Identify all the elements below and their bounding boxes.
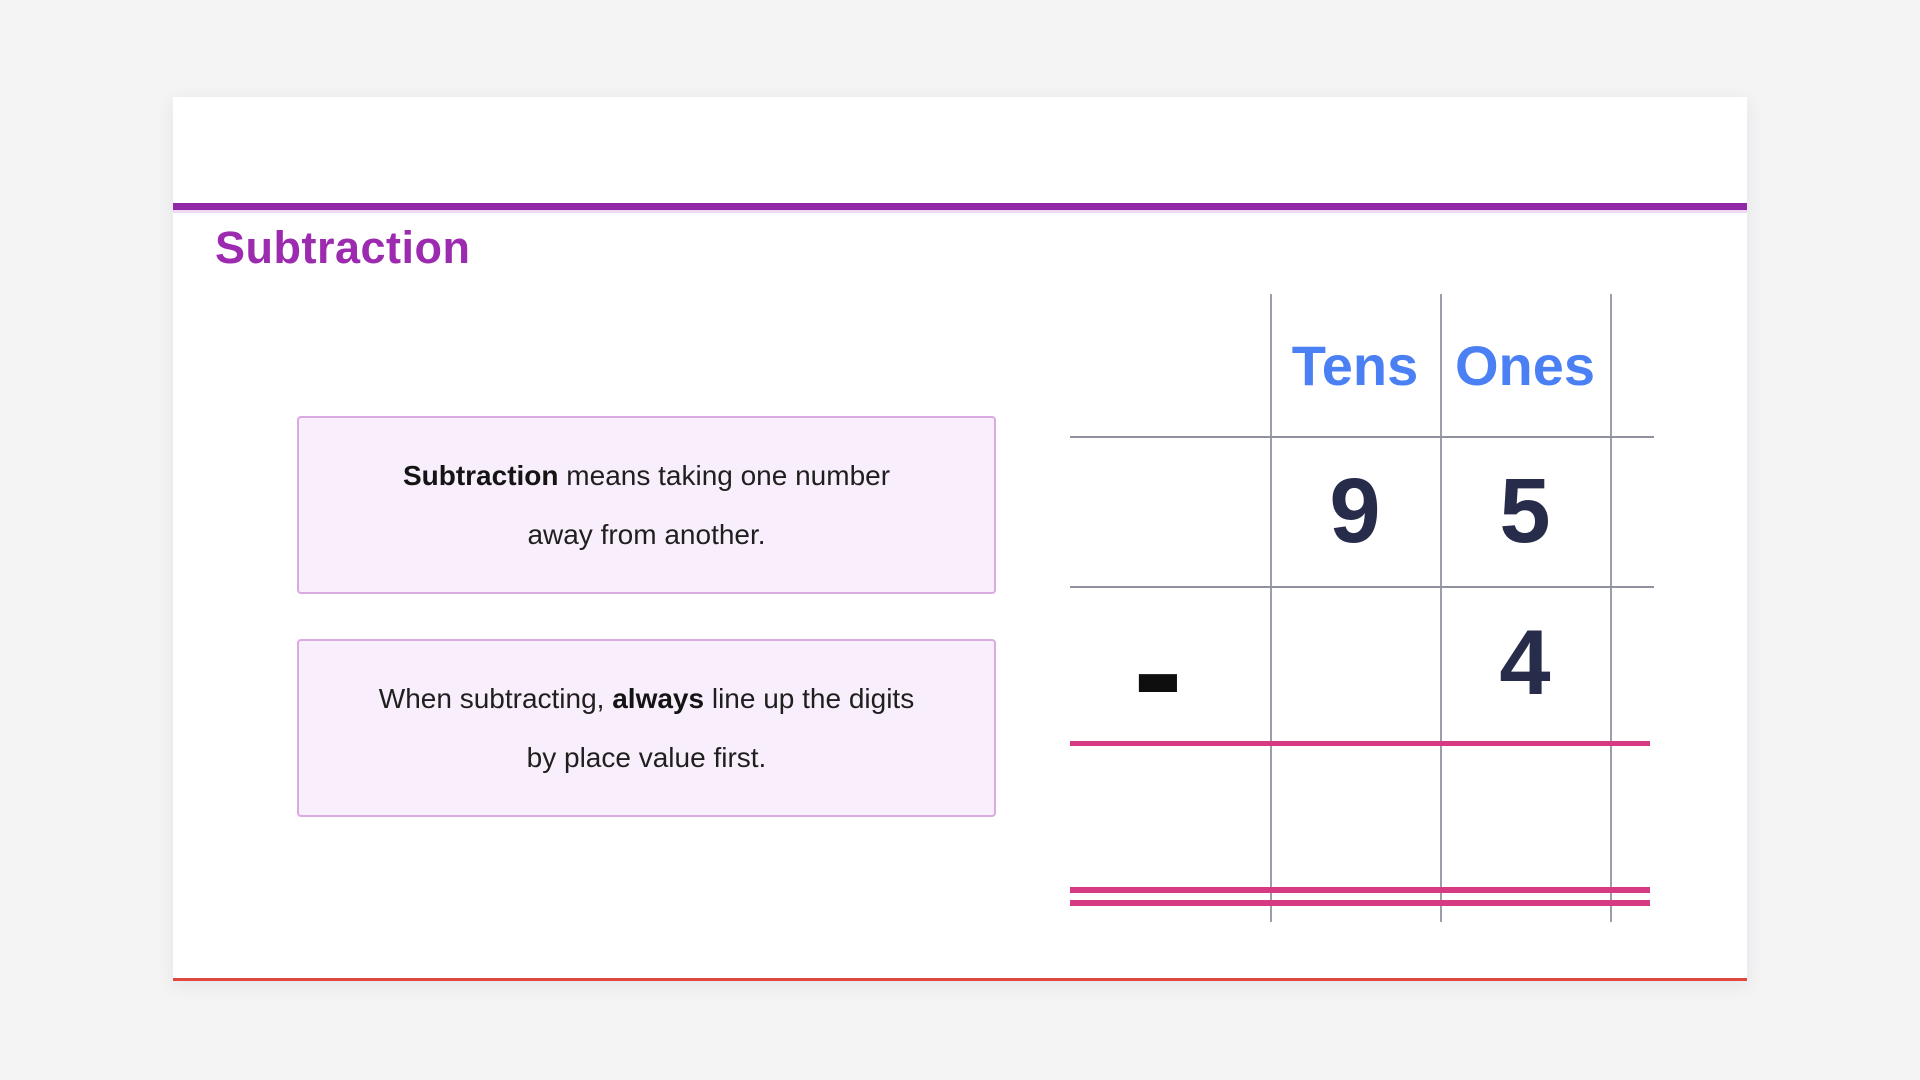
definition-line1-rest: means taking one number <box>558 460 891 491</box>
tip-line2: by place value first. <box>526 742 767 773</box>
grid-hline-top <box>1070 436 1654 438</box>
answer-double-line-top <box>1070 887 1650 893</box>
minuend-ones-digit: 5 <box>1499 459 1551 562</box>
equals-line <box>1070 741 1650 746</box>
subtrahend-tens-digit <box>1270 586 1440 741</box>
tip-line1-start: When subtracting, <box>378 683 613 714</box>
tip-text: When subtracting, always line up the dig… <box>379 669 914 787</box>
definition-bold-word: Subtraction <box>402 460 559 491</box>
place-value-worksheet: Tens Ones 9 5 - 4 <box>173 97 1747 978</box>
ones-column-header: Ones <box>1454 333 1596 397</box>
tens-column-header: Tens <box>1291 333 1419 397</box>
grid-vline-right <box>1610 294 1612 922</box>
grid-hline-middle <box>1070 586 1654 588</box>
lesson-card: Subtraction Subtraction means taking one… <box>173 97 1747 981</box>
answer-double-line-bottom <box>1070 900 1650 906</box>
info-box-definition: Subtraction means taking one number away … <box>297 416 996 594</box>
info-box-tip: When subtracting, always line up the dig… <box>297 639 996 817</box>
definition-line2: away from another. <box>527 519 766 550</box>
grid-vline-left <box>1270 294 1272 922</box>
minuend-tens-digit: 9 <box>1329 459 1381 562</box>
title-divider <box>173 203 1747 210</box>
definition-text: Subtraction means taking one number away … <box>403 446 890 564</box>
operator-cell: - <box>1133 585 1183 754</box>
tip-line1-rest: line up the digits <box>704 683 915 714</box>
tip-bold-word: always <box>612 683 705 714</box>
grid-vline-middle <box>1440 294 1442 922</box>
subtrahend-ones-digit: 4 <box>1499 612 1551 714</box>
page-title: Subtraction <box>215 222 471 273</box>
